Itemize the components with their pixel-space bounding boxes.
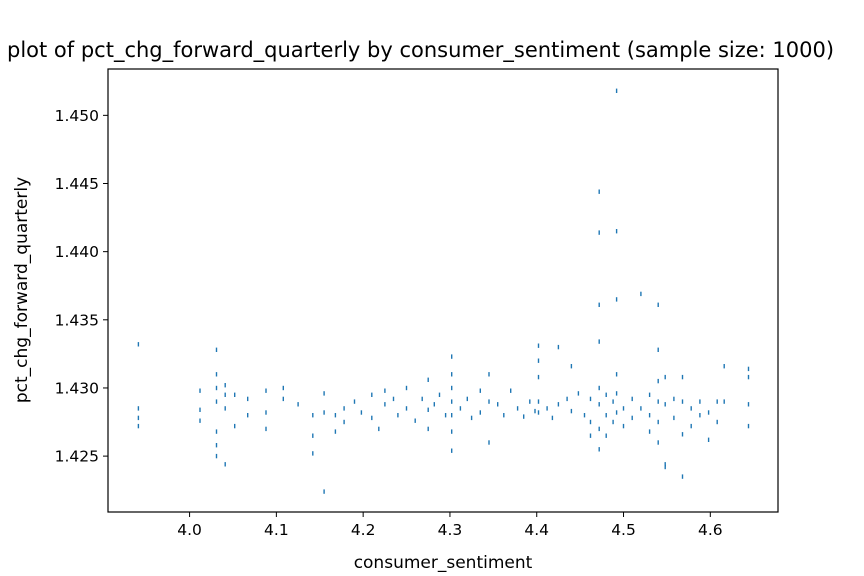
y-tick-label: 1.430: [55, 379, 99, 397]
y-tick-label: 1.440: [55, 243, 99, 261]
y-axis-ticks: 1.425 1.430 1.435 1.440 1.445 1.450: [55, 107, 108, 466]
x-axis-ticks: 4.0 4.1 4.2 4.3 4.4 4.5 4.6: [177, 512, 723, 539]
x-tick-label: 4.3: [438, 521, 463, 539]
y-tick-label: 1.445: [55, 175, 99, 193]
data-points: [137, 88, 750, 494]
x-tick-label: 4.5: [611, 521, 636, 539]
y-tick-label: 1.435: [55, 311, 99, 329]
plot-area-frame: [107, 68, 779, 513]
y-tick-label: 1.450: [55, 107, 99, 125]
x-tick-label: 4.6: [698, 521, 723, 539]
x-axis-label: consumer_sentiment: [354, 553, 533, 573]
y-axis-label: pct_chg_forward_quarterly: [12, 177, 32, 403]
x-tick-label: 4.2: [351, 521, 376, 539]
x-tick-label: 4.1: [264, 521, 289, 539]
y-tick-label: 1.425: [55, 448, 99, 466]
x-tick-label: 4.4: [524, 521, 549, 539]
x-tick-label: 4.0: [177, 521, 202, 539]
chart-title: plot of pct_chg_forward_quarterly by con…: [7, 38, 834, 63]
